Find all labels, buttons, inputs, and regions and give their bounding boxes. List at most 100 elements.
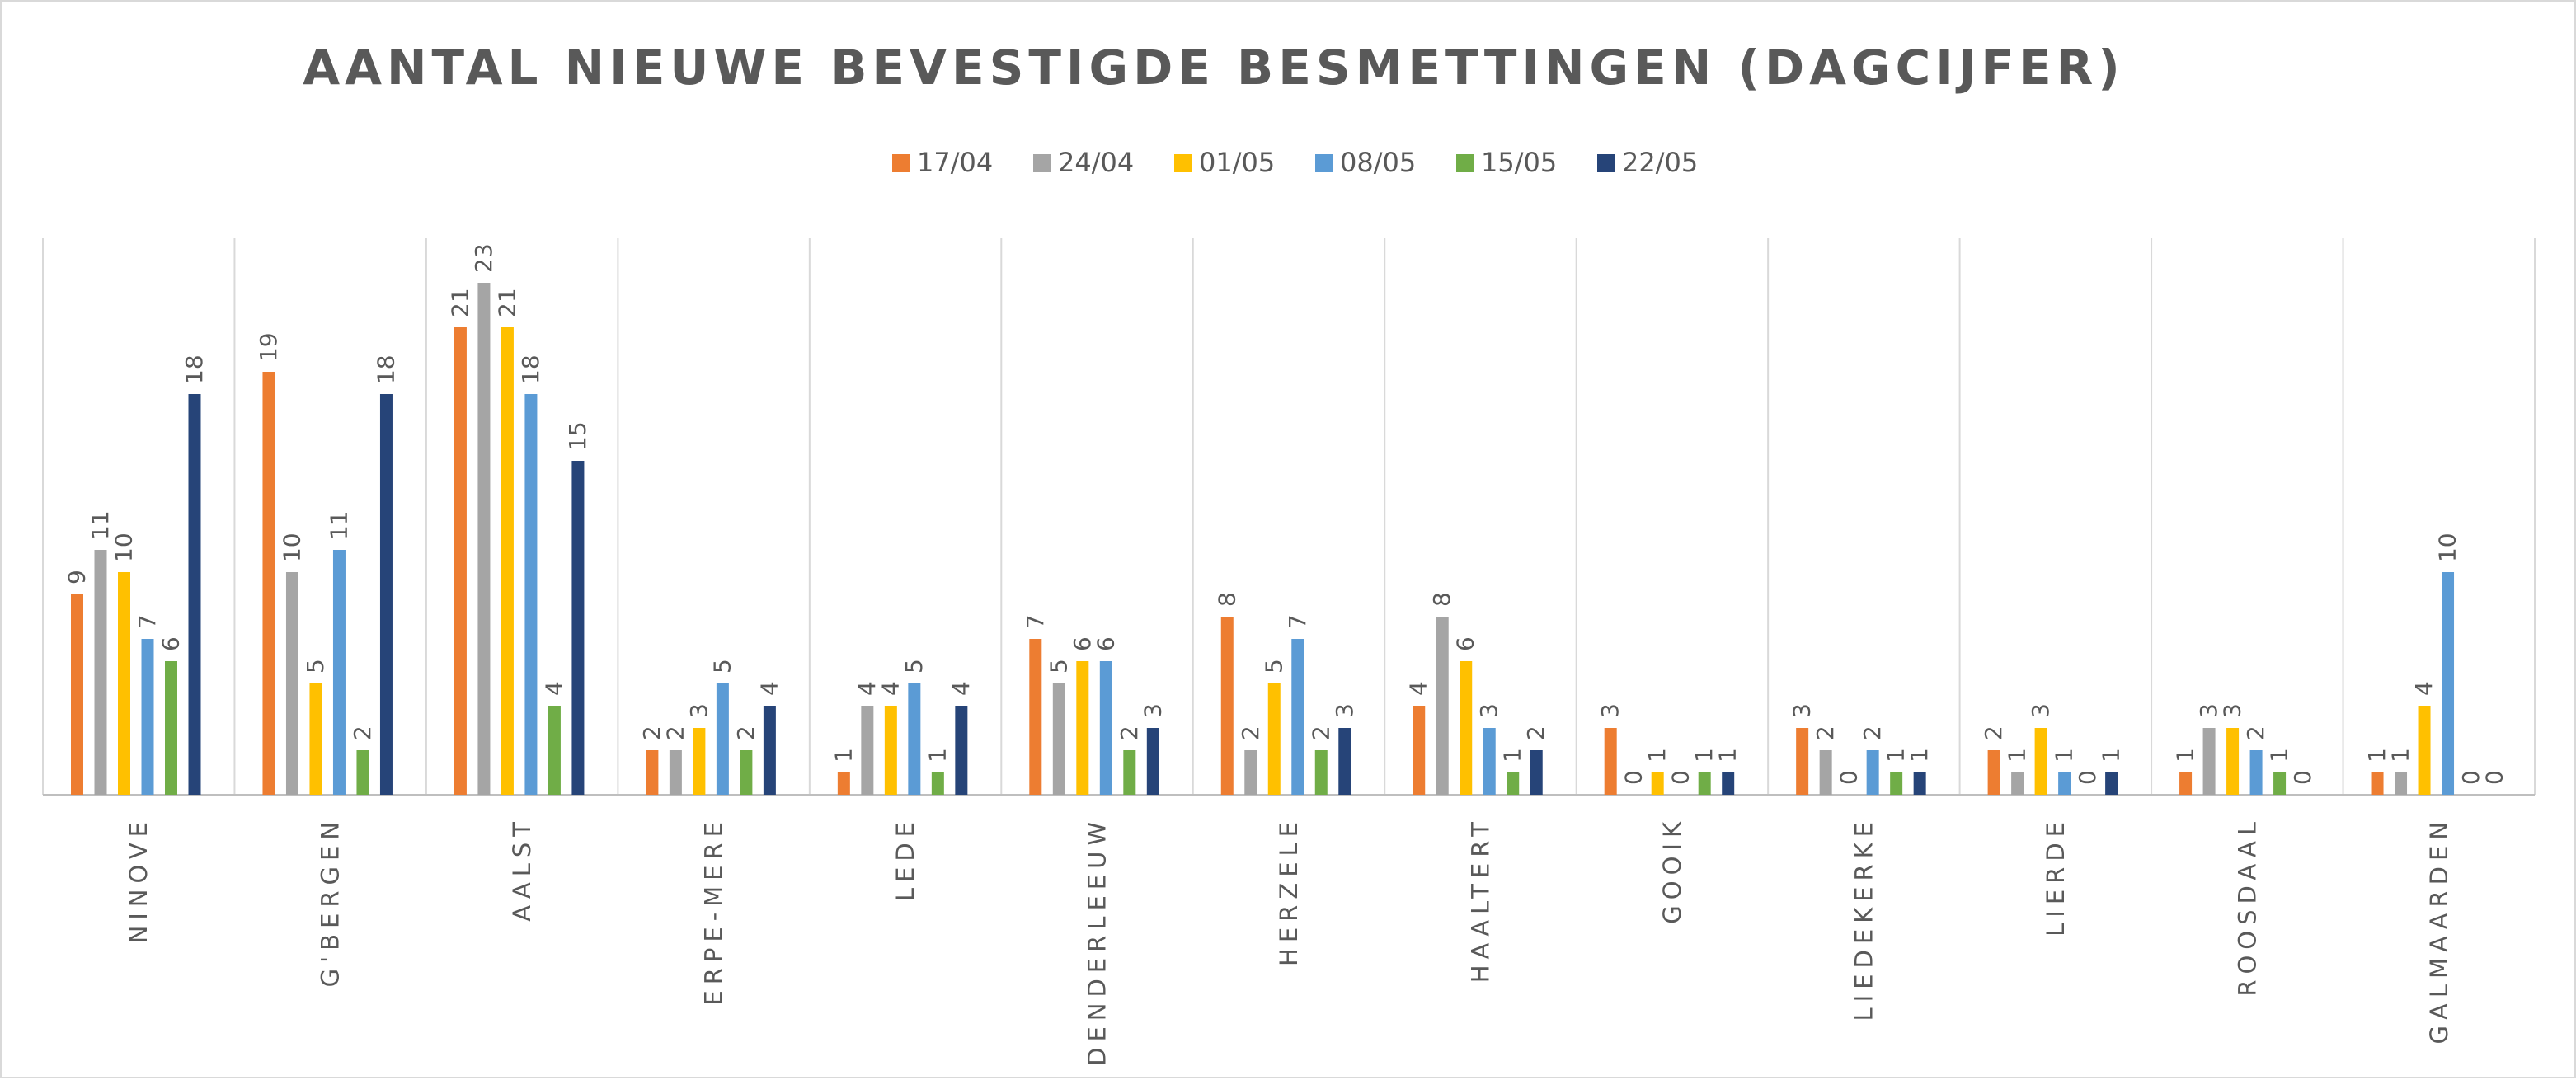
data-label: 1: [2051, 748, 2078, 763]
data-label: 6: [1452, 636, 1479, 651]
legend-label: 01/05: [1199, 147, 1275, 178]
data-label: 1: [2098, 748, 2125, 763]
data-label: 0: [1620, 770, 1648, 785]
category-label: GALMAARDEN: [2425, 816, 2453, 1044]
bar-galmaarden-01-05: [2418, 706, 2431, 795]
legend: 17/04 24/04 01/05 08/05 15/05 22/05: [892, 147, 1698, 178]
bar-haaltert-15-05: [1507, 772, 1520, 795]
bar-galmaarden-08-05: [2442, 572, 2455, 795]
data-label: 4: [755, 681, 783, 696]
bar-lede-01-05: [884, 706, 897, 795]
bar-aalst-15-05: [548, 706, 561, 795]
data-label: 6: [1069, 636, 1096, 651]
data-label: 5: [302, 659, 329, 674]
data-label: 4: [2410, 681, 2437, 696]
bar-herzele-15-05: [1314, 750, 1328, 795]
bar-erpemere-17-04: [646, 750, 659, 795]
legend-swatch-24-04: [1033, 154, 1051, 172]
bar-liedekerke-17-04: [1796, 728, 1809, 795]
bar-herzele-24-04: [1244, 750, 1257, 795]
legend-swatch-17-04: [892, 154, 910, 172]
category-label: AALST: [508, 816, 536, 922]
data-label: 3: [1596, 703, 1624, 718]
data-label: 9: [63, 570, 91, 585]
bar-erpemere-22-05: [763, 706, 776, 795]
category-label: NINOVE: [125, 816, 153, 943]
data-label: 2: [2242, 725, 2269, 740]
data-label: 2: [1307, 725, 1334, 740]
data-labels: 9111076181910511218212321184152235241445…: [63, 243, 2508, 785]
bar-denderleeuw-22-05: [1146, 728, 1159, 795]
bar-gbergen-08-05: [332, 550, 346, 795]
bar-haaltert-22-05: [1530, 750, 1543, 795]
bar-ninove-15-05: [165, 661, 177, 795]
data-label: 1: [2004, 748, 2031, 763]
data-label: 5: [1260, 659, 1287, 674]
data-label: 2: [1116, 725, 1143, 740]
bar-roosdaal-17-04: [2179, 772, 2193, 795]
data-label: 0: [2289, 770, 2316, 785]
category-label: G'BERGEN: [317, 816, 345, 987]
data-label: 3: [2219, 703, 2246, 718]
data-label: 5: [1045, 659, 1072, 674]
category-label: ERPE-MERE: [700, 816, 728, 1006]
data-label: 10: [2434, 533, 2461, 562]
data-label: 2: [661, 725, 689, 740]
bar-gooik-15-05: [1698, 772, 1711, 795]
bar-gbergen-15-05: [356, 750, 369, 795]
bar-lede-08-05: [908, 683, 921, 795]
bar-lede-17-04: [837, 772, 850, 795]
bar-liedekerke-24-04: [1819, 750, 1832, 795]
data-label: 15: [564, 421, 591, 451]
data-label: 2: [1980, 725, 2007, 740]
legend-label: 17/04: [917, 147, 993, 178]
bar-haaltert-24-04: [1436, 617, 1449, 795]
bar-lede-15-05: [931, 772, 944, 795]
data-label: 0: [2457, 770, 2484, 785]
category-label: LEDE: [891, 816, 919, 901]
bar-lierde-08-05: [2058, 772, 2071, 795]
bar-gbergen-01-05: [309, 683, 322, 795]
data-label: 4: [540, 681, 567, 696]
data-label: 21: [446, 288, 473, 317]
data-label: 7: [1284, 614, 1311, 629]
bar-herzele-08-05: [1291, 639, 1304, 795]
bar-ninove-08-05: [141, 639, 154, 795]
data-label: 18: [517, 355, 544, 384]
data-label: 7: [1022, 614, 1049, 629]
bar-haaltert-17-04: [1413, 706, 1426, 795]
bar-denderleeuw-01-05: [1076, 661, 1089, 795]
data-label: 6: [1092, 636, 1119, 651]
legend-label: 24/04: [1058, 147, 1134, 178]
data-label: 2: [732, 725, 759, 740]
data-label: 10: [278, 533, 305, 562]
bar-roosdaal-24-04: [2202, 728, 2216, 795]
data-label: 0: [2074, 770, 2101, 785]
data-label: 3: [1789, 703, 1816, 718]
data-label: 5: [900, 659, 928, 674]
data-label: 4: [877, 681, 904, 696]
bars: [71, 283, 2455, 795]
data-label: 1: [1499, 748, 1526, 763]
data-label: 18: [181, 355, 208, 384]
bar-haaltert-01-05: [1460, 661, 1473, 795]
bar-lede-22-05: [955, 706, 968, 795]
data-label: 2: [638, 725, 665, 740]
category-label: LIERDE: [2042, 816, 2070, 937]
bar-erpemere-15-05: [740, 750, 753, 795]
data-label: 0: [1836, 770, 1863, 785]
data-label: 3: [685, 703, 712, 718]
bar-roosdaal-15-05: [2273, 772, 2287, 795]
bar-haaltert-08-05: [1483, 728, 1496, 795]
bar-erpemere-24-04: [669, 750, 682, 795]
bar-erpemere-01-05: [693, 728, 706, 795]
data-label: 4: [853, 681, 881, 696]
data-label: 0: [2481, 770, 2508, 785]
bar-aalst-01-05: [501, 327, 514, 795]
bar-ninove-01-05: [118, 572, 130, 795]
legend-label: 15/05: [1481, 147, 1557, 178]
data-label: 19: [255, 332, 282, 362]
bar-gbergen-22-05: [379, 394, 393, 795]
